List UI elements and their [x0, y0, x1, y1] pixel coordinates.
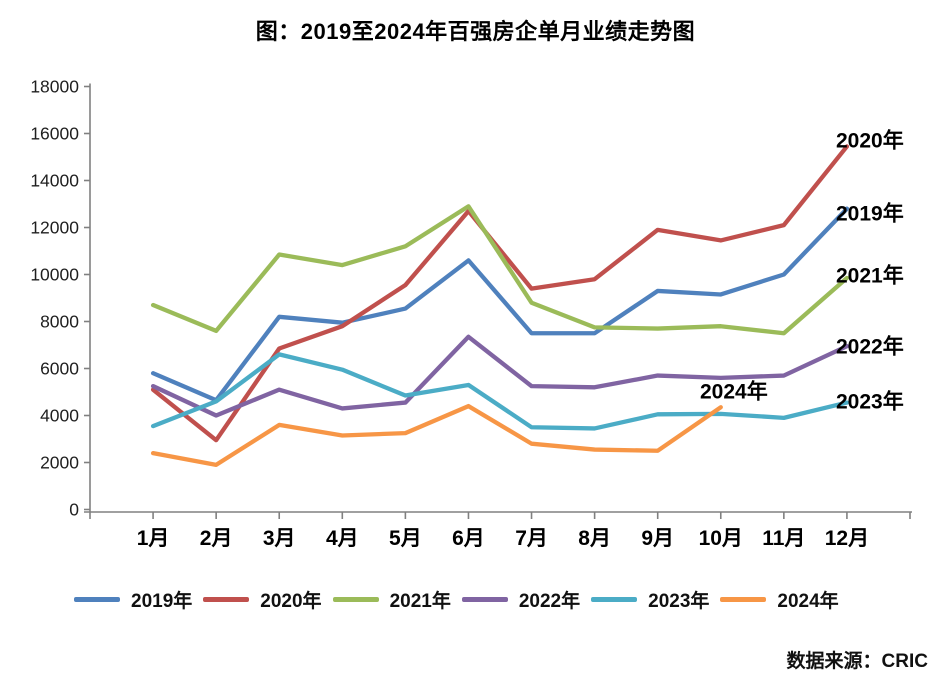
x-axis-month-label: 7月 [515, 527, 548, 550]
y-axis-tick-label: 4000 [40, 406, 79, 426]
series-line-2021年 [150, 204, 850, 336]
data-source-note: 数据来源：CRIC [786, 651, 928, 672]
x-axis-month-label: 10月 [699, 527, 743, 550]
series-end-label: 2022年 [836, 335, 904, 359]
series-line-2024年 [150, 403, 723, 468]
legend-swatch-2019年 [74, 597, 120, 602]
x-axis-month-label: 11月 [762, 527, 805, 550]
legend-label: 2019年 [131, 591, 193, 612]
y-axis-tick-label: 6000 [40, 359, 79, 379]
series-end-label: 2020年 [836, 129, 904, 153]
legend-swatch-2020年 [203, 597, 250, 602]
x-axis-month-label: 2月 [200, 527, 233, 550]
legend-swatch-2022年 [461, 597, 508, 602]
legend-swatch-2021年 [332, 597, 379, 602]
series-line-2022年 [150, 334, 850, 418]
legend-label: 2022年 [518, 591, 581, 612]
x-axis-month-label: 12月 [825, 527, 869, 550]
legend-item-2024年: 2024年 [720, 586, 839, 613]
series-line-2019年 [150, 206, 850, 403]
series-end-label: 2021年 [836, 264, 904, 288]
legend-item-2022年: 2022年 [461, 586, 581, 613]
legend-item-2023年: 2023年 [591, 586, 709, 613]
y-axis-tick-label: 10000 [30, 265, 79, 285]
y-axis-tick-label: 0 [69, 500, 79, 520]
legend-label: 2020年 [260, 591, 322, 612]
legend-item-2020年: 2020年 [203, 586, 322, 613]
legend-swatch-2024年 [720, 597, 767, 602]
y-axis-tick-label: 16000 [30, 124, 79, 144]
x-axis-month-label: 9月 [641, 527, 674, 550]
series-end-label: 2019年 [836, 202, 904, 226]
legend-label: 2021年 [389, 591, 451, 612]
legend-item-2019年: 2019年 [74, 586, 192, 613]
legend-item-2021年: 2021年 [332, 586, 451, 613]
x-axis-month-label: 1月 [137, 527, 170, 550]
y-axis-tick-label: 2000 [40, 453, 79, 473]
x-axis-month-label: 5月 [389, 527, 422, 550]
series-end-label: 2023年 [836, 390, 904, 414]
x-axis-month-label: 3月 [263, 527, 296, 550]
y-axis-tick-label: 12000 [30, 218, 79, 238]
legend-label: 2023年 [648, 591, 710, 612]
series-end-label: 2024年 [700, 380, 768, 404]
chart-legend: 2019年 2020年 2021年 2022年 2023年 2024年 [74, 586, 839, 613]
legend-label: 2024年 [777, 591, 839, 612]
y-axis-tick-label: 8000 [40, 312, 79, 332]
x-axis-month-label: 6月 [452, 527, 485, 550]
chart-title: 图：2019至2024年百强房企单月业绩走势图 [255, 19, 696, 44]
x-axis-month-label: 8月 [578, 527, 611, 550]
y-axis-tick-label: 14000 [30, 171, 79, 191]
x-axis-month-label: 4月 [326, 527, 359, 550]
series-line-2023年 [150, 352, 850, 431]
y-axis-tick-label: 18000 [30, 77, 79, 97]
legend-swatch-2023年 [591, 597, 638, 602]
